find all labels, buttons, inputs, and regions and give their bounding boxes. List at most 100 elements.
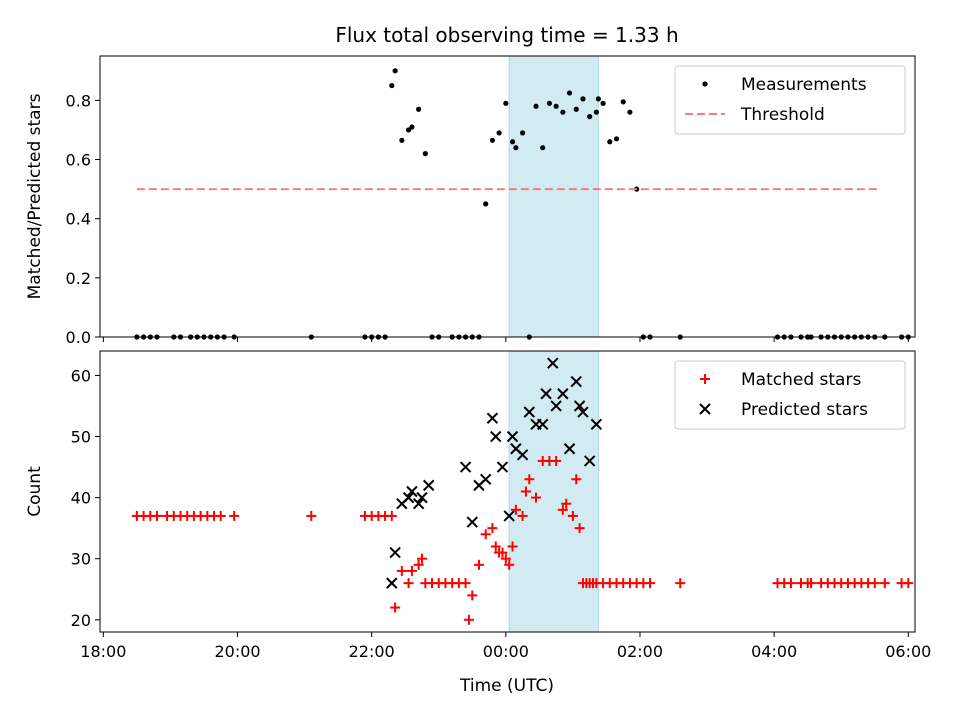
data-point [577, 406, 589, 418]
data-point [416, 491, 428, 504]
data-point [537, 418, 549, 431]
legend-swatch [702, 81, 708, 87]
data-point [533, 103, 539, 109]
data-point [386, 510, 397, 521]
data-point [546, 100, 553, 106]
x-tick-label: 20:00 [214, 642, 260, 661]
data-point [557, 504, 568, 515]
data-point [580, 96, 586, 102]
data-point [402, 491, 415, 504]
data-point [215, 510, 226, 521]
data-point [413, 559, 424, 570]
panel-matched-ratio: 0.0 0.2 0.4 0.6 0.8 Matched/Predicted stars Me… [25, 55, 916, 347]
data-point [563, 443, 576, 455]
x-tick-label: 22:00 [349, 642, 395, 661]
panel-counts: 20 30 40 50 60 18:00 20:00 22:00 00:00 02:00 04:00… [25, 350, 931, 661]
data-point [486, 412, 499, 424]
y-tick-label: 50 [71, 428, 91, 447]
data-point [479, 473, 492, 485]
data-point [409, 124, 415, 130]
data-point [879, 578, 890, 589]
data-point [489, 137, 496, 143]
y-tick-label: 60 [71, 366, 91, 385]
data-point [412, 498, 425, 510]
data-point [503, 100, 509, 106]
data-point [496, 130, 502, 136]
data-point [509, 139, 516, 145]
legend-label: Predicted stars [741, 400, 868, 420]
legend: Measurements Threshold [674, 65, 906, 135]
y-tick-label: 0.4 [66, 210, 91, 229]
y-axis-label: Count [25, 466, 45, 517]
data-point [607, 139, 613, 145]
data-point [567, 510, 578, 521]
x-tick-label: 04:00 [751, 642, 797, 661]
data-point [389, 82, 395, 89]
y-tick-label: 20 [71, 611, 91, 630]
data-point [500, 553, 511, 564]
x-axis-label: Time (UTC) [459, 676, 554, 696]
data-point [550, 400, 562, 412]
data-point [531, 492, 542, 503]
data-point [390, 602, 401, 613]
data-point [645, 578, 656, 589]
data-point [516, 449, 529, 461]
data-point [553, 103, 559, 109]
data-point [675, 578, 686, 589]
data-point [490, 430, 502, 443]
x-tick-label: 02:00 [617, 642, 663, 661]
data-point [459, 461, 472, 473]
data-point [422, 151, 428, 157]
data-point [513, 145, 519, 151]
data-point [595, 96, 601, 102]
data-point [587, 114, 593, 120]
legend-label: Measurements [741, 75, 867, 95]
data-point [561, 498, 572, 509]
x-tick-label: 06:00 [885, 642, 931, 661]
data-point [473, 559, 484, 570]
data-point [480, 529, 491, 540]
data-point [406, 485, 418, 498]
data-point [570, 375, 582, 388]
legend-label: Matched stars [741, 370, 861, 390]
x-tick-label: 18:00 [80, 642, 126, 661]
legend-swatch [700, 374, 710, 384]
legend-box [674, 360, 906, 430]
data-point [620, 99, 626, 105]
data-point [467, 590, 478, 601]
legend: Matched stars Predicted stars [674, 360, 906, 430]
data-point [403, 578, 414, 589]
y-tick-label: 30 [71, 550, 91, 569]
data-point [504, 559, 515, 570]
data-point [399, 137, 405, 143]
data-point [396, 565, 407, 576]
x-tick-label: 00:00 [483, 642, 529, 661]
y-axis-label: Matched/Predicted stars [25, 93, 45, 299]
legend-swatch [699, 403, 711, 415]
data-point [540, 145, 546, 151]
data-point [466, 516, 478, 528]
data-point [523, 406, 536, 418]
data-point [416, 106, 422, 112]
data-point [510, 504, 521, 515]
data-point [547, 357, 559, 369]
data-point [507, 541, 518, 552]
observing-window-span [508, 55, 599, 338]
data-point [551, 455, 562, 466]
data-point [496, 461, 509, 473]
data-point [460, 578, 471, 589]
data-point [566, 90, 573, 96]
y-tick-label: 40 [71, 489, 91, 508]
data-point [785, 578, 796, 589]
data-point [600, 100, 606, 106]
chart-title: Flux total observing time = 1.33 h [335, 23, 678, 47]
data-point [583, 455, 596, 467]
data-point [524, 474, 535, 485]
series-matched-stars [131, 455, 914, 625]
data-point [869, 578, 880, 589]
data-point [463, 614, 474, 625]
series-predicted-stars [386, 357, 603, 589]
data-point [506, 430, 519, 443]
data-point [389, 546, 401, 559]
